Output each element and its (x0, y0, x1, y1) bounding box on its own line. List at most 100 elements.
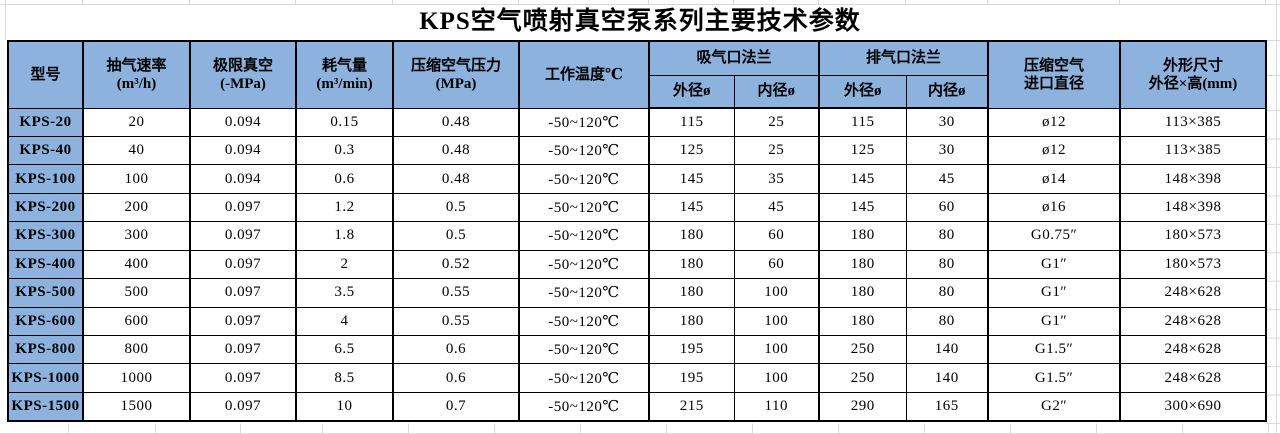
cell: 0.6 (295, 164, 394, 194)
cell: 1.2 (295, 192, 394, 223)
cell: 0.097 (189, 363, 297, 393)
cell: 0.097 (189, 192, 297, 223)
cell: 110 (733, 391, 820, 422)
cell: -50~120℃ (518, 249, 650, 280)
cell: 6.5 (295, 334, 394, 365)
cell: 180 (818, 249, 907, 280)
cell: 20 (82, 107, 191, 137)
header-suction-inner-diameter: 内径ø (733, 74, 820, 109)
cell: ø16 (987, 192, 1121, 223)
cell: 180 (818, 278, 907, 308)
cell: 0.3 (295, 135, 394, 166)
cell: 100 (733, 363, 820, 393)
cell: 0.48 (392, 135, 520, 166)
cell: 0.097 (189, 221, 297, 251)
cell: 145 (818, 164, 907, 194)
header-air-consumption: 耗气量 (m³/min) (295, 40, 394, 109)
cell: 400 (82, 249, 191, 280)
header-model: 型号 (7, 40, 84, 109)
cell: 0.097 (189, 306, 297, 337)
cell: 0.52 (392, 249, 520, 280)
cell: -50~120℃ (518, 192, 650, 223)
cell: 80 (905, 278, 989, 308)
cell: 3.5 (295, 278, 394, 308)
cell: 0.15 (295, 107, 394, 137)
cell: 180 (818, 221, 907, 251)
cell: 0.48 (392, 164, 520, 194)
table-row: KPS-300 300 0.097 1.8 0.5 -50~120℃ 180 60 180 80 G… (7, 221, 1267, 251)
cell: 60 (733, 249, 820, 280)
header-exhaust-flange: 排气口法兰 (818, 40, 989, 76)
model-cell: KPS-1500 (7, 391, 84, 422)
cell: 0.097 (189, 249, 297, 280)
header-suction-flange: 吸气口法兰 (647, 40, 820, 76)
cell: 100 (733, 278, 820, 308)
cell: 10 (295, 391, 394, 422)
cell: 600 (82, 306, 191, 337)
table-row: KPS-500 500 0.097 3.5 0.55 -50~120℃ 180 100 180 8… (7, 278, 1267, 308)
spec-table-header: 型号 抽气速率 (m³/h) 极限真空 (-MPa) 耗气量 (m³/min) … (7, 40, 1267, 109)
cell: 0.097 (189, 278, 297, 308)
cell: 195 (648, 334, 735, 365)
model-cell: KPS-400 (7, 249, 84, 280)
spec-table: 型号 抽气速率 (m³/h) 极限真空 (-MPa) 耗气量 (m³/min) … (7, 40, 1268, 422)
cell: ø12 (987, 107, 1121, 137)
cell: G1″ (987, 249, 1121, 280)
cell: 180×573 (1119, 249, 1267, 280)
cell: 0.094 (189, 164, 297, 194)
model-cell: KPS-600 (7, 306, 84, 337)
table-row: KPS-800 800 0.097 6.5 0.6 -50~120℃ 195 100 250 14… (7, 334, 1267, 365)
cell: 1.8 (295, 221, 394, 251)
cell: 0.094 (189, 135, 297, 166)
cell: 180 (648, 278, 735, 308)
cell: 140 (905, 334, 989, 365)
model-cell: KPS-200 (7, 192, 84, 223)
cell: -50~120℃ (518, 334, 650, 365)
cell: 145 (648, 192, 735, 223)
cell: 0.55 (392, 306, 520, 337)
cell: G1″ (987, 278, 1121, 308)
cell: -50~120℃ (518, 391, 650, 422)
cell: G2″ (987, 391, 1121, 422)
cell: 0.48 (392, 107, 520, 137)
cell: 1000 (82, 363, 191, 393)
header-exhaust-outer-diameter: 外径ø (818, 74, 907, 109)
page-title: KPS空气喷射真空泵系列主要技术参数 (419, 8, 861, 35)
cell: 300×690 (1119, 391, 1267, 422)
cell: 148×398 (1119, 164, 1267, 194)
cell: 0.5 (392, 192, 520, 223)
cell: G1.5″ (987, 363, 1121, 393)
table-row: KPS-40 40 0.094 0.3 0.48 -50~120℃ 125 25 125 30 ø1… (7, 135, 1267, 166)
header-ultimate-vacuum: 极限真空 (-MPa) (189, 40, 297, 109)
cell: 195 (648, 363, 735, 393)
cell: 215 (648, 391, 735, 422)
cell: G0.75″ (987, 221, 1121, 251)
model-cell: KPS-20 (7, 107, 84, 137)
cell: 0.55 (392, 278, 520, 308)
cell: 2 (295, 249, 394, 280)
cell: 500 (82, 278, 191, 308)
model-cell: KPS-1000 (7, 363, 84, 393)
table-row: KPS-400 400 0.097 2 0.52 -50~120℃ 180 60 180 80 G1… (7, 249, 1267, 280)
cell: 4 (295, 306, 394, 337)
cell: 30 (905, 107, 989, 137)
cell: 40 (82, 135, 191, 166)
model-cell: KPS-800 (7, 334, 84, 365)
cell: 125 (818, 135, 907, 166)
spec-table-body: KPS-20 20 0.094 0.15 0.48 -50~120℃ 115 25 115 30 ø… (7, 107, 1267, 422)
table-row: KPS-1500 1500 0.097 10 0.7 -50~120℃ 215 110 290 1… (7, 391, 1267, 422)
cell: 248×628 (1119, 363, 1267, 393)
cell: 80 (905, 221, 989, 251)
cell: 300 (82, 221, 191, 251)
cell: 0.094 (189, 107, 297, 137)
table-row: KPS-100 100 0.094 0.6 0.48 -50~120℃ 145 35 145 45… (7, 164, 1267, 194)
cell: G1.5″ (987, 334, 1121, 365)
cell: 113×385 (1119, 135, 1267, 166)
cell: 1500 (82, 391, 191, 422)
model-cell: KPS-40 (7, 135, 84, 166)
cell: 35 (733, 164, 820, 194)
cell: 145 (648, 164, 735, 194)
cell: 0.097 (189, 334, 297, 365)
header-compressed-air-inlet: 压缩空气 进口直径 (987, 40, 1121, 109)
cell: 165 (905, 391, 989, 422)
